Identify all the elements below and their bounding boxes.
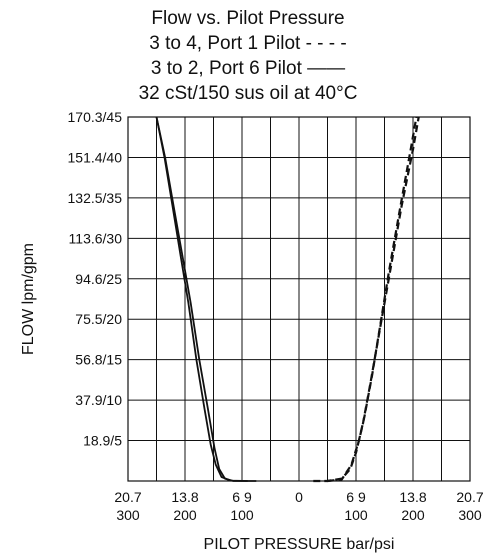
- y-tick-label: 132.5/35: [68, 190, 123, 206]
- x-tick-label-psi: 100: [344, 507, 368, 523]
- y-tick-label: 170.3/45: [68, 109, 123, 125]
- plot-area-frame: [127, 116, 471, 482]
- chart-subtitle-oil-conditions: 32 cSt/150 sus oil at 40°C: [138, 83, 358, 104]
- x-tick-label-bar: 13.8: [399, 489, 426, 505]
- y-tick-label: 94.6/25: [75, 271, 122, 287]
- x-tick-label-bar: 20.7: [114, 489, 141, 505]
- x-axis-tick-labels: 20.7 300 13.8 200 6 9 100 0 6 9 100 13.8 200 20.7 30…: [114, 489, 483, 523]
- x-tick-label-bar: 13.8: [171, 489, 198, 505]
- chart-subtitle-solid-series: 3 to 2, Port 6 Pilot ——: [150, 58, 346, 79]
- y-tick-label: 37.9/10: [75, 392, 122, 408]
- y-tick-label: 75.5/20: [75, 311, 122, 327]
- series-line-dashed: [327, 116, 418, 483]
- chart-title: Flow vs. Pilot Pressure: [151, 8, 345, 29]
- y-tick-label: 56.8/15: [75, 352, 122, 368]
- chart-subtitle-dashed-series: 3 to 4, Port 1 Pilot - - - -: [149, 33, 347, 54]
- x-tick-label-psi: 200: [173, 507, 197, 523]
- y-axis-title: FLOW lpm/gpm: [20, 243, 37, 355]
- y-axis-tick-labels: 18.9/5 37.9/10 56.8/15 75.5/20 94.6/25 113.6/…: [68, 109, 123, 449]
- series-line-solid: [155, 116, 248, 482]
- series-line-dashed: [313, 116, 420, 483]
- x-tick-label-bar: 6 9: [232, 489, 252, 505]
- x-tick-label-psi: 100: [230, 507, 254, 523]
- y-tick-label: 151.4/40: [68, 149, 123, 165]
- series-lines: [155, 116, 420, 483]
- y-tick-label: 113.6/30: [69, 230, 123, 246]
- series-line-solid: [155, 116, 257, 482]
- y-tick-label: 18.9/5: [83, 433, 122, 449]
- x-tick-label-psi: 300: [458, 507, 482, 523]
- x-tick-label-bar: 0: [295, 489, 303, 505]
- x-axis-title: PILOT PRESSURE bar/psi: [204, 536, 395, 553]
- grid-lines: [128, 117, 470, 481]
- x-tick-label-bar: 6 9: [346, 489, 366, 505]
- x-tick-label-bar: 20.7: [456, 489, 483, 505]
- x-tick-label-psi: 200: [401, 507, 425, 523]
- x-tick-label-psi: 300: [116, 507, 140, 523]
